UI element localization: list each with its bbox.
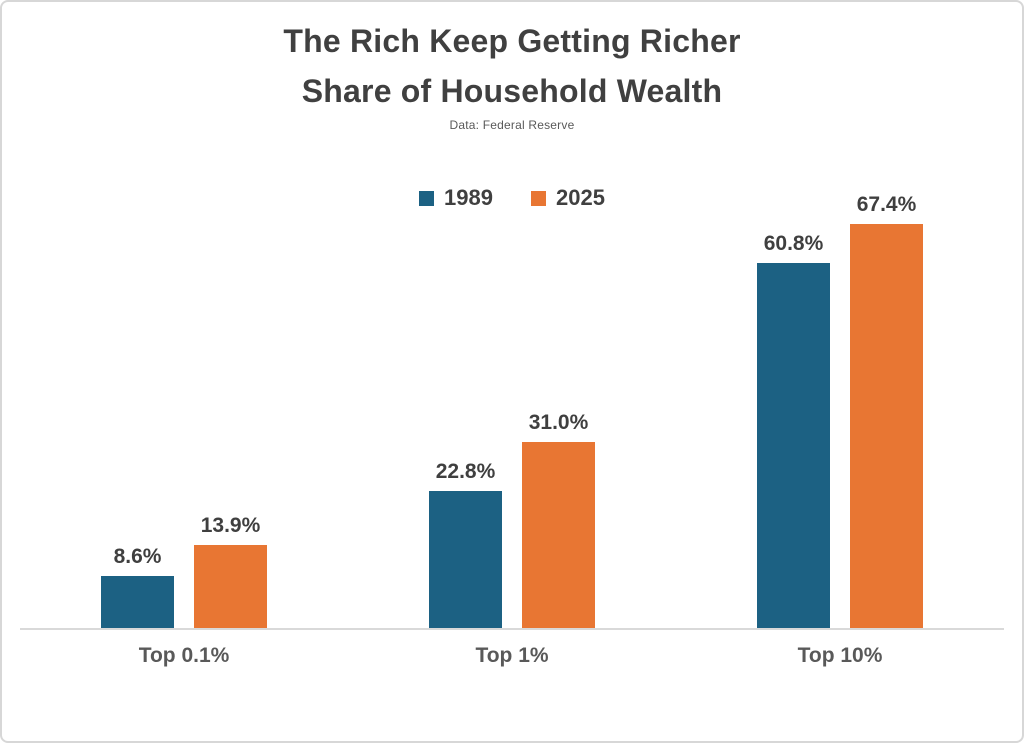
bar-value-label: 13.9% (200, 514, 261, 537)
bar-value-label: 31.0% (528, 411, 589, 434)
legend-label-1989: 1989 (444, 185, 493, 210)
bar-group-top-0.1-: 8.6% 13.9% (20, 210, 348, 628)
legend-label-2025: 2025 (556, 185, 605, 210)
bar-column-1989-top-0.1-: 8.6% (101, 210, 174, 628)
chart-header: The Rich Keep Getting Richer Share of Ho… (2, 2, 1022, 132)
bar-2025-top-1- (522, 442, 595, 628)
bar-1989-top-1- (429, 491, 502, 628)
category-label-top-0.1-: Top 0.1% (138, 644, 230, 667)
bar-value-label: 67.4% (856, 193, 917, 216)
bar-group-top-1-: 22.8% 31.0% (348, 210, 676, 628)
bar-column-2025-top-1-: 31.0% (522, 210, 595, 628)
bar-column-2025-top-0.1-: 13.9% (194, 210, 267, 628)
category-axis: Top 0.1% Top 1% Top 10% (20, 644, 1004, 668)
category-label-top-1-: Top 1% (475, 644, 549, 667)
bar-column-1989-top-1-: 22.8% (429, 210, 502, 628)
bar-1989-top-0.1- (101, 576, 174, 628)
bar-column-1989-top-10-: 60.8% (757, 210, 830, 628)
plot-area: 8.6% 13.9% 22.8% 31.0% 60.8% 67.4% (20, 193, 1004, 630)
bar-column-2025-top-10-: 67.4% (850, 193, 923, 628)
chart-title-line1: The Rich Keep Getting Richer (283, 23, 741, 59)
legend-marker-1989 (419, 190, 435, 206)
bar-2025-top-10- (850, 224, 923, 628)
chart-title-line2: Share of Household Wealth (301, 73, 723, 109)
bar-value-label: 60.8% (763, 232, 824, 255)
bar-2025-top-0.1- (194, 545, 267, 628)
bar-group-top-10-: 60.8% 67.4% (676, 193, 1004, 628)
bar-1989-top-10- (757, 263, 830, 628)
data-source-note: Data: Federal Reserve (449, 118, 575, 132)
category-label-top-10-: Top 10% (797, 644, 883, 667)
bar-value-label: 22.8% (435, 460, 496, 483)
legend: 1989 2025 (2, 185, 1022, 211)
legend-item-2025: 2025 (531, 185, 605, 211)
legend-marker-2025 (531, 190, 546, 206)
legend-item-1989: 1989 (419, 185, 493, 211)
bar-value-label: 8.6% (113, 545, 162, 568)
